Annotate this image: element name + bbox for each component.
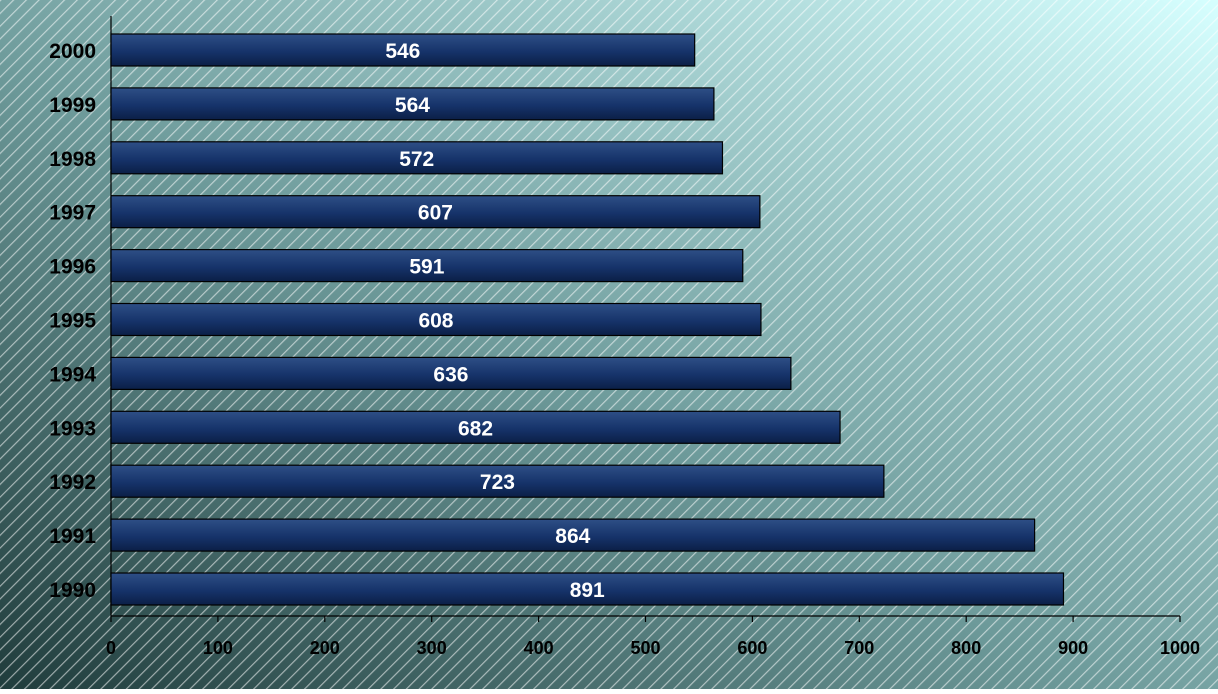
bar-1991	[110, 518, 1036, 552]
y-tick-label-1990: 1990	[49, 579, 96, 602]
y-axis-labels: 2000 1999 1998 1997 1996 1995 1994 1993 1992 1991…	[49, 40, 96, 602]
y-tick-label-1994: 1994	[49, 363, 96, 386]
y-tick-label-1999: 1999	[49, 94, 96, 117]
x-axis-labels: 0 100 200 300 400 500 600 700 800 900 1000	[106, 616, 1200, 658]
x-tick-label-800: 800	[951, 638, 981, 658]
data-label-1993: 682	[458, 417, 493, 440]
y-tick-label-1991: 1991	[49, 525, 96, 548]
data-label-1997: 607	[418, 202, 453, 225]
x-tick-label-900: 900	[1058, 638, 1088, 658]
x-tick-label-500: 500	[630, 638, 660, 658]
data-label-1999: 564	[395, 94, 430, 117]
bar-1998	[110, 141, 724, 175]
y-tick-label-1992: 1992	[49, 471, 96, 494]
y-tick-label-2000: 2000	[49, 40, 96, 63]
x-tick-label-0: 0	[106, 638, 116, 658]
x-tick-label-100: 100	[203, 638, 233, 658]
data-label-1992: 723	[480, 471, 515, 494]
y-tick-label-1997: 1997	[49, 202, 96, 225]
bar-1995	[110, 302, 762, 337]
data-label-1995: 608	[418, 310, 453, 333]
data-label-2000: 546	[385, 40, 420, 63]
x-tick-label-400: 400	[524, 638, 554, 658]
bar-1993	[110, 410, 841, 444]
bar-1992	[110, 464, 885, 498]
y-tick-label-1993: 1993	[49, 417, 96, 440]
data-label-1991: 864	[555, 525, 590, 548]
y-tick-label-1995: 1995	[49, 310, 96, 333]
data-label-1998: 572	[399, 148, 434, 171]
x-tick-label-200: 200	[310, 638, 340, 658]
bar-1994	[110, 356, 792, 390]
bar-1999	[110, 87, 715, 121]
data-label-1996: 591	[409, 256, 444, 279]
x-tick-label-700: 700	[844, 638, 874, 658]
x-tick-label-600: 600	[737, 638, 767, 658]
bar-1996	[110, 249, 744, 283]
y-tick-label-1996: 1996	[49, 256, 96, 279]
bar-2000	[110, 33, 696, 67]
bars: 546 564 572 607 591 608 636 682 723 864 891	[110, 33, 1065, 606]
x-tick-label-1000: 1000	[1160, 638, 1200, 658]
bar-1997	[110, 195, 761, 229]
x-tick-label-300: 300	[417, 638, 447, 658]
y-tick-label-1998: 1998	[49, 148, 96, 171]
data-label-1994: 636	[433, 363, 468, 386]
data-label-1990: 891	[570, 579, 605, 602]
bar-1990	[110, 572, 1065, 606]
